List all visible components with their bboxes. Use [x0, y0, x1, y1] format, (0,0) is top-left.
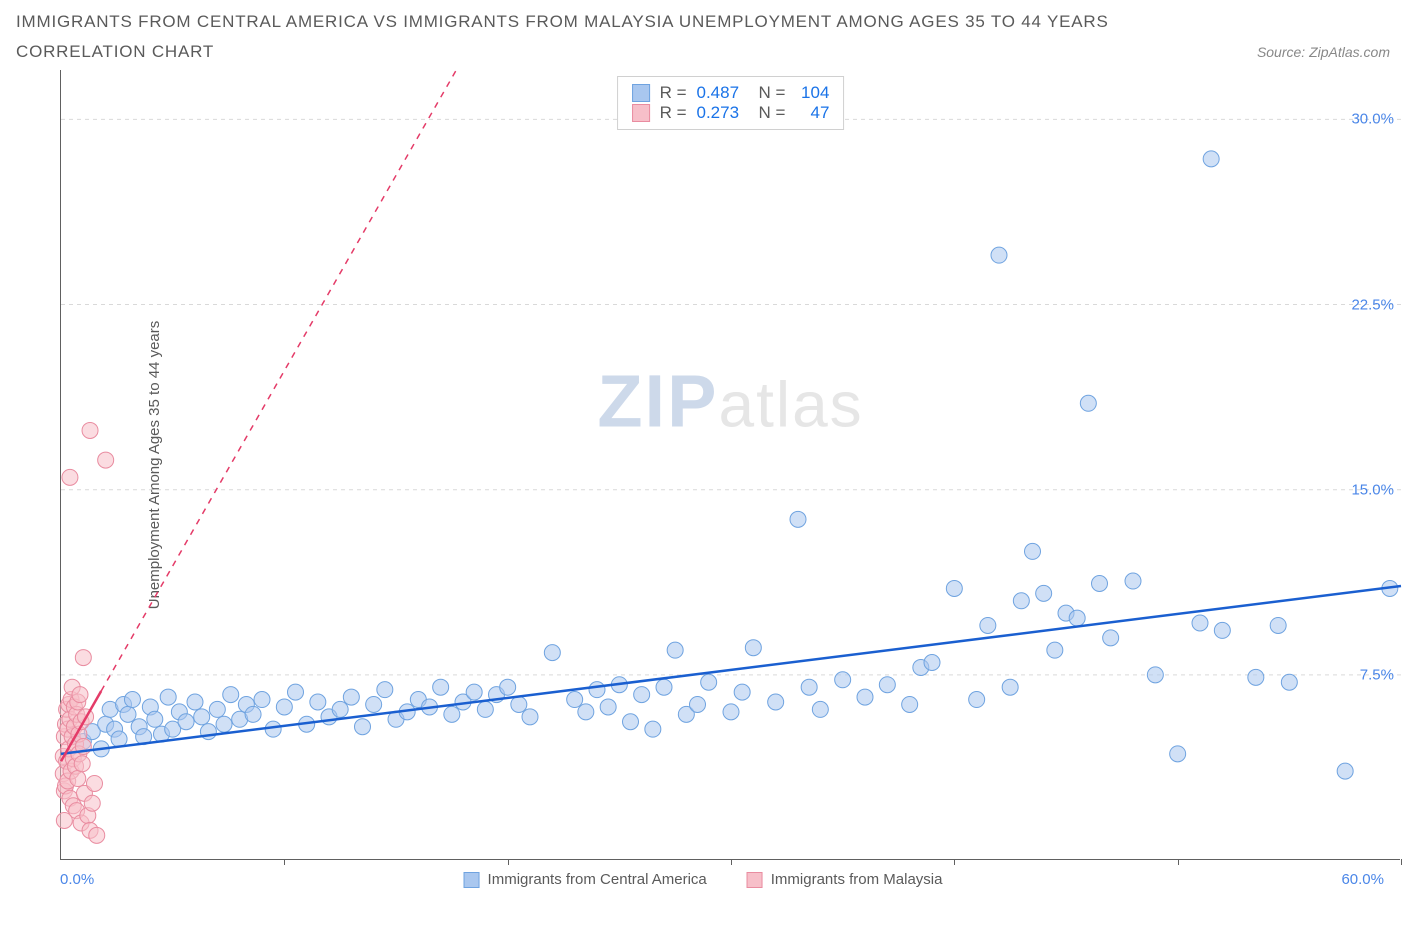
x-tick: [954, 859, 955, 865]
stats-row: R = 0.273 N = 47: [632, 103, 830, 123]
n-value: 47: [795, 103, 829, 123]
legend-item: Immigrants from Malaysia: [747, 871, 943, 888]
stats-row: R = 0.487 N = 104: [632, 83, 830, 103]
y-tick-label: 7.5%: [1360, 666, 1394, 683]
r-value: 0.487: [697, 83, 740, 103]
legend-item: Immigrants from Central America: [464, 871, 707, 888]
legend-swatch: [464, 872, 480, 888]
x-tick: [508, 859, 509, 865]
page-subtitle: CORRELATION CHART: [16, 42, 214, 62]
series-legend: Immigrants from Central America Immigrant…: [464, 871, 943, 888]
y-tick-label: 15.0%: [1351, 481, 1394, 498]
source-credit: Source: ZipAtlas.com: [1257, 44, 1390, 60]
legend-swatch: [632, 84, 650, 102]
legend-label: Immigrants from Central America: [488, 871, 707, 888]
x-tick: [284, 859, 285, 865]
page-title: IMMIGRANTS FROM CENTRAL AMERICA VS IMMIG…: [16, 12, 1390, 32]
legend-label: Immigrants from Malaysia: [771, 871, 943, 888]
y-tick-label: 30.0%: [1351, 111, 1394, 128]
r-value: 0.273: [697, 103, 740, 123]
legend-swatch: [747, 872, 763, 888]
x-axis-max-label: 60.0%: [1341, 871, 1384, 888]
trendline-layer: [61, 70, 1400, 859]
stats-legend: R = 0.487 N = 104R = 0.273 N = 47: [617, 76, 845, 130]
n-value: 104: [795, 83, 829, 103]
trend-line-extrapolated: [101, 70, 456, 691]
trend-line: [61, 586, 1401, 754]
x-tick: [1178, 859, 1179, 865]
plot-area: ZIPatlas R = 0.487 N = 104R = 0.273 N = …: [60, 70, 1400, 860]
legend-swatch: [632, 104, 650, 122]
x-axis-min-label: 0.0%: [60, 871, 94, 888]
y-tick-label: 22.5%: [1351, 296, 1394, 313]
correlation-chart: Unemployment Among Ages 35 to 44 years Z…: [16, 70, 1390, 860]
x-tick: [731, 859, 732, 865]
x-tick: [1401, 859, 1402, 865]
